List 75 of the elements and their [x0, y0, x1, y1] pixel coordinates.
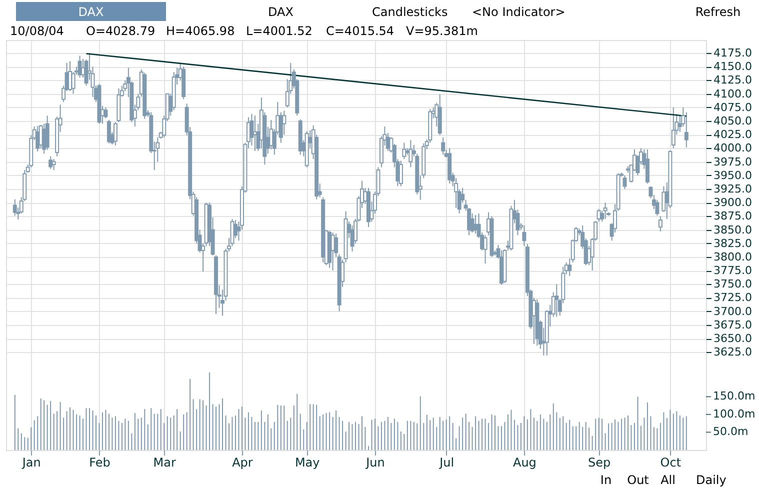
- text: V=95.381m: [406, 24, 478, 38]
- candlestick: [12, 198, 17, 216]
- candlestick: [106, 119, 111, 144]
- candlestick: [398, 160, 403, 187]
- x-tick-label: Apr: [232, 456, 253, 470]
- text: Out: [627, 473, 650, 487]
- candlestick: [658, 216, 662, 232]
- text: Refresh: [695, 5, 741, 19]
- candlestick: [655, 199, 660, 216]
- y-tick-label: 3850.0: [714, 223, 752, 236]
- x-tick-label: Feb: [89, 456, 110, 470]
- y-tick-label: 3675.0: [714, 318, 752, 332]
- chart-title: DAX: [78, 5, 104, 19]
- x-tick-label: Oct: [660, 456, 682, 470]
- x-tick-label: Jan: [21, 456, 41, 470]
- y-tick-label: 4150.0: [714, 60, 752, 74]
- text: Daily: [696, 473, 726, 487]
- y-tick-label: 3925.0: [714, 182, 752, 196]
- candlestick: [441, 136, 446, 156]
- text: O=4028.79: [86, 24, 156, 38]
- candlestick: [48, 156, 53, 170]
- candlestick: [474, 214, 478, 234]
- y-tick-label: 3975.0: [714, 155, 752, 168]
- y-tick-label: 3950.0: [714, 168, 752, 182]
- candlestick: [45, 115, 50, 150]
- y-tick-label: 3900.0: [714, 196, 752, 210]
- y2-tick-label: 150.0m: [713, 390, 756, 403]
- candlestick: [684, 112, 688, 148]
- x-tick-label: May: [294, 456, 320, 470]
- candlestick: [554, 284, 559, 318]
- candlestick: [282, 110, 286, 136]
- y2-tick-label: 100.0m: [713, 407, 756, 420]
- x-tick-label: Sep: [588, 456, 611, 470]
- y-tick-label: 3800.0: [714, 250, 752, 264]
- text: <No Indicator>: [472, 5, 566, 19]
- text: C=4015.54: [326, 24, 394, 38]
- y-tick-label: 3775.0: [714, 264, 752, 278]
- y-tick-label: 4175.0: [714, 46, 752, 60]
- text: Candlesticks: [372, 5, 448, 19]
- candlestick: [483, 234, 488, 264]
- y-tick-label: 3700.0: [714, 304, 752, 318]
- text: In: [600, 473, 612, 487]
- y-tick-label: 4100.0: [714, 87, 752, 100]
- y-tick-label: 3650.0: [714, 332, 752, 346]
- candlestick: [68, 60, 72, 92]
- y2-tick-label: 50.0m: [713, 425, 748, 438]
- candlestick: [113, 122, 118, 146]
- text: All: [660, 473, 676, 487]
- candlestick: [522, 224, 526, 247]
- text: H=4065.98: [166, 24, 235, 38]
- x-tick-label: Jun: [365, 456, 385, 470]
- y-tick-label: 4050.0: [714, 114, 752, 128]
- y-tick-label: 4125.0: [714, 74, 752, 87]
- y-tick-label: 3825.0: [714, 236, 752, 250]
- candlestick: [52, 158, 56, 170]
- x-tick-label: Aug: [512, 456, 536, 470]
- y-tick-label: 3875.0: [714, 210, 752, 223]
- x-tick-label: Jul: [438, 456, 454, 470]
- candlestick: [408, 140, 413, 168]
- y-tick-label: 4025.0: [714, 128, 752, 142]
- candlestick: [78, 55, 82, 78]
- candlestick: [402, 142, 406, 160]
- y-tick-label: 4000.0: [714, 142, 752, 155]
- y-tick-label: 3725.0: [714, 291, 752, 304]
- text: L=4001.52: [246, 24, 312, 38]
- candlestick: [622, 174, 627, 190]
- candlestick: [645, 148, 650, 184]
- y-tick-label: 4075.0: [714, 100, 752, 114]
- candlestick: [603, 202, 608, 220]
- y-tick-label: 3750.0: [714, 278, 752, 291]
- text: 10/08/04: [10, 24, 64, 38]
- y-tick-label: 3625.0: [714, 346, 752, 359]
- text: DAX: [268, 5, 294, 19]
- x-tick-label: Mar: [153, 456, 176, 470]
- candlestick: [671, 106, 676, 149]
